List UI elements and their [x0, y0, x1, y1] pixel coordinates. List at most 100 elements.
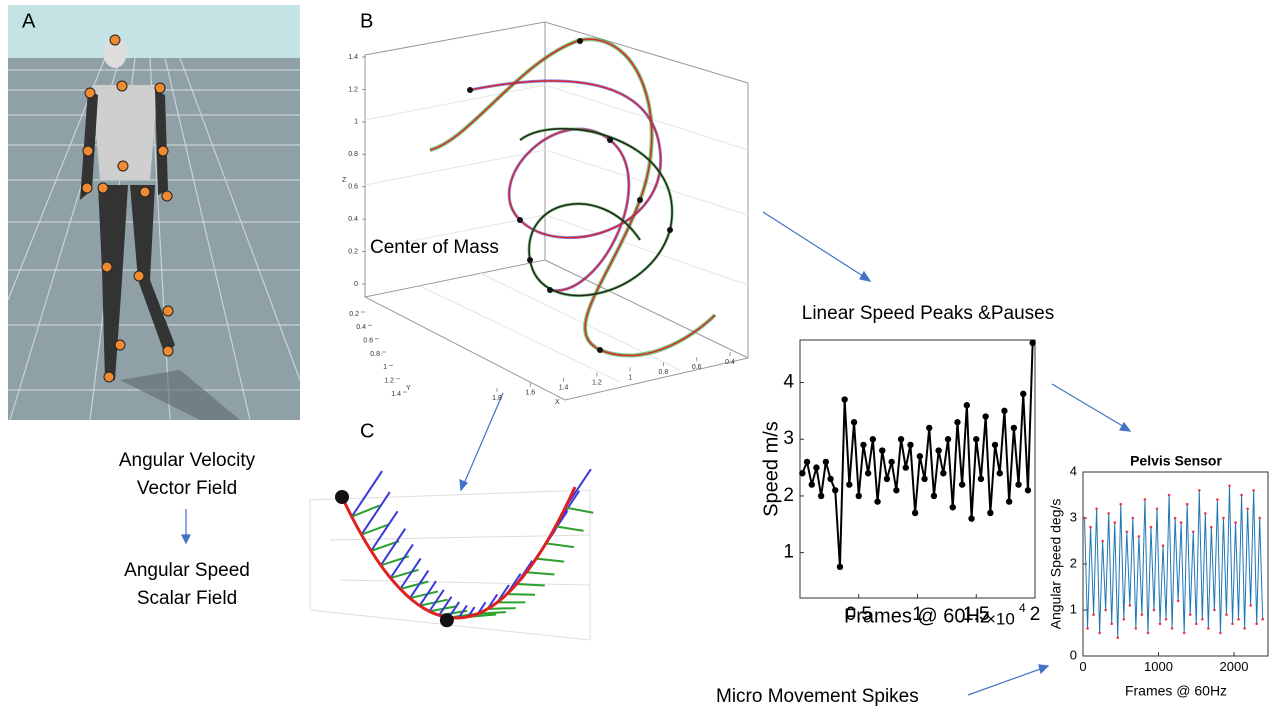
chart-title: Pelvis Sensor [1130, 453, 1222, 469]
vector-arrow [418, 580, 437, 607]
data-point [1191, 530, 1195, 534]
data-point [1152, 608, 1156, 612]
data-point [1246, 507, 1249, 511]
axis-label: Z [342, 177, 347, 184]
x-tick-label: 2 [1030, 604, 1041, 625]
trajectory [340, 486, 577, 620]
flow-text: Angular Speed [124, 560, 250, 581]
data-point [855, 492, 862, 500]
data-point [874, 498, 881, 505]
data-point [1213, 608, 1216, 612]
data-point [1143, 498, 1147, 501]
data-point [926, 424, 933, 432]
data-point [1261, 617, 1265, 621]
data-point [1149, 525, 1153, 529]
y-tick-label: 1.4 [391, 391, 401, 398]
vector-arrow [361, 523, 390, 536]
data-point [935, 447, 942, 454]
data-point [1131, 516, 1135, 520]
data-point [1240, 493, 1243, 497]
data-point [1107, 512, 1110, 515]
z-tick-label: 0.4 [348, 216, 358, 223]
y-tick-label: 0.8 [370, 351, 380, 358]
data-point [1119, 502, 1123, 506]
data-point [1243, 627, 1246, 630]
vector-arrow [409, 570, 430, 599]
data-point [1083, 516, 1086, 520]
z-tick-label: 1 [354, 119, 358, 126]
vector-arrow [438, 596, 453, 616]
x-axis-label: Frames @ 60Hz [844, 605, 990, 627]
data-point [977, 475, 985, 483]
z-tick-label: 0.6 [348, 184, 358, 191]
y-tick-label: 4 [783, 372, 794, 393]
vector-arrow [360, 491, 391, 536]
data-point [963, 402, 971, 409]
data-point [944, 436, 952, 443]
data-point [1101, 539, 1104, 543]
flow-text: Scalar Field [137, 588, 237, 609]
data-point [1134, 627, 1138, 630]
data-point [1158, 622, 1162, 626]
data-point [799, 470, 806, 477]
z-tick-label: 1.4 [348, 54, 358, 61]
data-point [1122, 617, 1126, 621]
data-point [1237, 617, 1240, 621]
y-tick-label: 0.4 [356, 324, 366, 331]
x-tick-label: 1.4 [559, 385, 569, 392]
vector-arrow [428, 589, 445, 612]
data-point [827, 475, 834, 483]
vector-arrow [526, 571, 555, 576]
vector-arrow [545, 542, 575, 549]
data-point [1098, 631, 1101, 635]
data-point [1024, 487, 1032, 494]
data-point [822, 458, 830, 466]
data-point [1146, 631, 1150, 635]
data-point [921, 475, 928, 483]
vector-arrow [389, 543, 414, 579]
y-axis-label: Speed m/s [760, 421, 782, 517]
data-point [1092, 613, 1095, 616]
z-tick-label: 0 [354, 281, 358, 288]
x-tick-label: 0.4 [725, 359, 735, 366]
panel-c-image [309, 468, 594, 641]
data-point [1001, 407, 1008, 415]
vector-arrow [457, 604, 468, 619]
data-point [864, 470, 872, 477]
data-point [1182, 631, 1186, 635]
data-point [1116, 636, 1120, 639]
y-axis-label: Angular Speed deg/s [1048, 499, 1064, 630]
data-point [1015, 481, 1022, 488]
vector-arrow [399, 580, 429, 590]
data-point [1010, 424, 1018, 432]
data-point [1173, 516, 1177, 520]
x-tick-label: 2000 [1220, 659, 1249, 674]
x-offset-power: 4 [1019, 601, 1026, 615]
data-point [930, 492, 938, 500]
data-point [893, 487, 900, 494]
x-tick-label: 1000 [1144, 659, 1173, 674]
x-tick-label: 1.2 [592, 379, 602, 386]
data-point [1185, 502, 1189, 506]
x-tick-label: 0.5 [846, 604, 872, 625]
data-point [869, 436, 877, 443]
data-point [1176, 599, 1180, 603]
data-point [850, 419, 858, 426]
y-tick-label: 1.2 [384, 378, 394, 385]
x-tick-label: 1.6 [525, 390, 535, 397]
data-point [1231, 622, 1234, 626]
data-point [1104, 608, 1107, 612]
data-point [902, 464, 909, 471]
data-point [1020, 390, 1027, 398]
data-point [879, 447, 886, 454]
data-point [832, 487, 839, 494]
x-tick-label: 1 [912, 604, 923, 625]
data-point [949, 504, 956, 511]
data-point [1089, 525, 1092, 529]
data-point [1234, 521, 1237, 524]
y-tick-label: 1 [783, 542, 794, 563]
y-tick-label: 0.2 [349, 311, 359, 318]
x-tick-label: 1.8 [492, 395, 502, 402]
data-point [846, 481, 853, 488]
